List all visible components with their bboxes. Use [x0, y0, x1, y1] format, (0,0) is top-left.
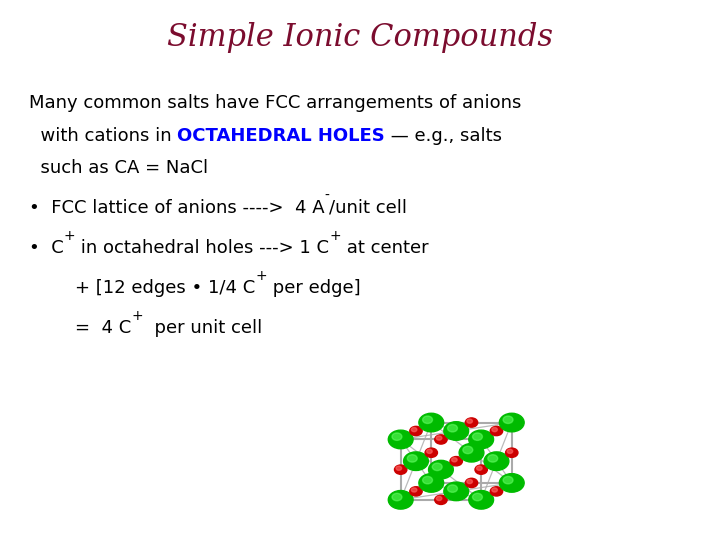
Circle shape [404, 452, 428, 470]
Text: + [12 edges • 1/4 C: + [12 edges • 1/4 C [29, 279, 255, 296]
Circle shape [469, 490, 494, 509]
Circle shape [477, 466, 482, 470]
Text: -: - [325, 189, 329, 203]
Circle shape [469, 430, 494, 449]
Circle shape [500, 474, 524, 492]
Circle shape [411, 428, 417, 431]
Circle shape [411, 488, 417, 492]
Circle shape [432, 463, 442, 470]
Circle shape [467, 480, 472, 484]
Text: in octahedral holes ---> 1 C: in octahedral holes ---> 1 C [75, 239, 329, 256]
Circle shape [448, 424, 457, 432]
Text: •  FCC lattice of anions ---->  4 A: • FCC lattice of anions ----> 4 A [29, 199, 325, 217]
Circle shape [435, 435, 447, 444]
Text: Many common salts have FCC arrangements of anions: Many common salts have FCC arrangements … [29, 94, 521, 112]
Circle shape [472, 494, 482, 501]
Text: Simple Ionic Compounds: Simple Ionic Compounds [167, 22, 553, 52]
Circle shape [488, 455, 498, 462]
Text: +: + [131, 309, 143, 323]
Circle shape [492, 428, 498, 431]
Text: +: + [255, 269, 266, 283]
Circle shape [392, 494, 402, 501]
Circle shape [419, 474, 444, 492]
Text: OCTAHEDRAL HOLES: OCTAHEDRAL HOLES [177, 127, 385, 145]
Text: per unit cell: per unit cell [143, 319, 262, 336]
Circle shape [507, 449, 513, 454]
Circle shape [465, 418, 477, 427]
Circle shape [444, 482, 469, 501]
Circle shape [484, 452, 509, 470]
Circle shape [490, 427, 503, 436]
Text: =  4 C: = 4 C [29, 319, 131, 336]
Circle shape [388, 430, 413, 449]
Circle shape [408, 455, 417, 462]
Circle shape [492, 488, 498, 492]
Circle shape [410, 487, 422, 496]
Circle shape [503, 476, 513, 484]
Circle shape [503, 416, 513, 423]
Circle shape [419, 413, 444, 432]
Text: +: + [63, 229, 75, 243]
Text: per edge]: per edge] [266, 279, 360, 296]
Circle shape [392, 433, 402, 441]
Circle shape [505, 448, 518, 457]
Circle shape [396, 466, 402, 470]
Text: such as CA = NaCl: such as CA = NaCl [29, 159, 208, 177]
Circle shape [490, 487, 503, 496]
Circle shape [436, 496, 442, 501]
Circle shape [436, 436, 442, 440]
Circle shape [423, 416, 433, 423]
Circle shape [463, 446, 473, 454]
Text: /unit cell: /unit cell [329, 199, 408, 217]
Circle shape [475, 465, 487, 474]
Circle shape [435, 495, 447, 504]
Circle shape [428, 460, 454, 479]
Text: +: + [329, 229, 341, 243]
Circle shape [500, 413, 524, 432]
Circle shape [450, 456, 462, 466]
Circle shape [448, 485, 457, 492]
Circle shape [465, 478, 477, 488]
Circle shape [451, 458, 457, 462]
Circle shape [459, 443, 484, 462]
Circle shape [423, 476, 433, 484]
Circle shape [467, 419, 472, 423]
Text: — e.g., salts: — e.g., salts [385, 127, 502, 145]
Circle shape [427, 449, 432, 454]
Circle shape [395, 465, 407, 474]
Circle shape [444, 422, 469, 440]
Text: with cations in: with cations in [29, 127, 177, 145]
Circle shape [425, 448, 438, 457]
Text: •  C: • C [29, 239, 63, 256]
Circle shape [410, 427, 422, 436]
Circle shape [388, 490, 413, 509]
Text: at center: at center [341, 239, 428, 256]
Circle shape [472, 433, 482, 441]
